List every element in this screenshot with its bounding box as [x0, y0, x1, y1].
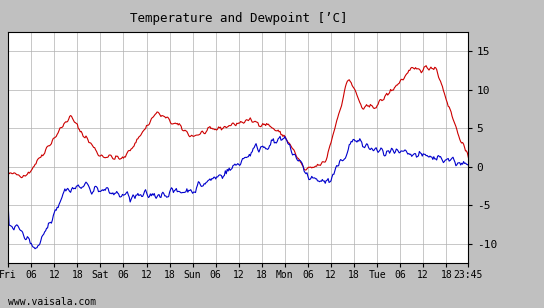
Text: Temperature and Dewpoint [’C]: Temperature and Dewpoint [’C]: [129, 12, 347, 25]
Text: www.vaisala.com: www.vaisala.com: [8, 297, 96, 307]
